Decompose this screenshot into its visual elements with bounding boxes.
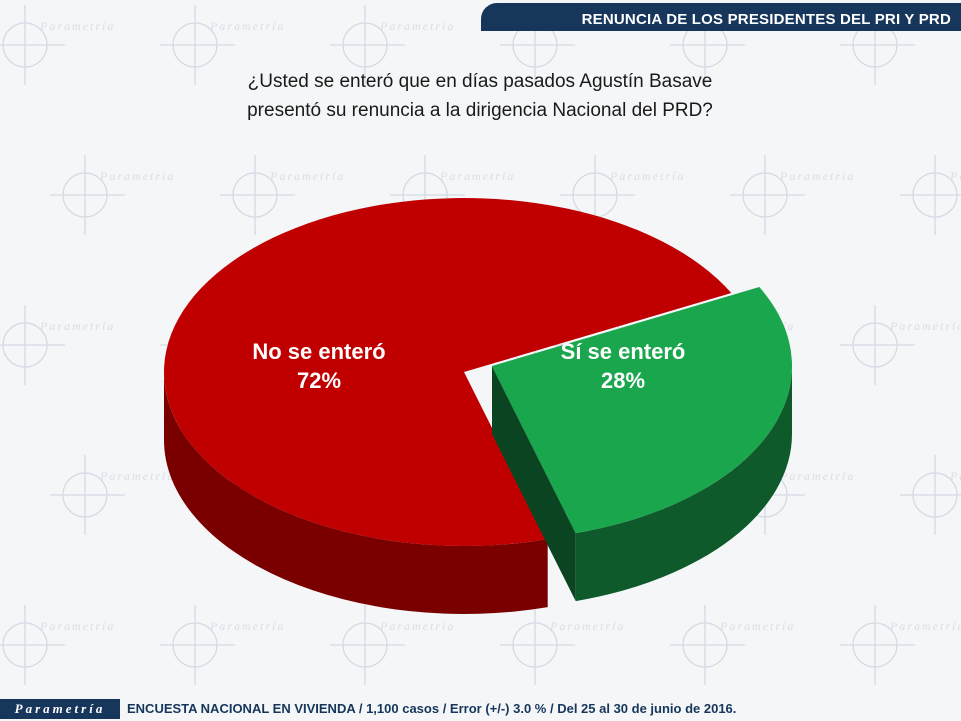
watermark-text: Parametría	[379, 19, 455, 33]
watermark-tile: Parametría	[160, 5, 285, 85]
watermark-text: Parametría	[209, 19, 285, 33]
watermark-text: Parametría	[99, 469, 175, 483]
question-line-1: ¿Usted se enteró que en días pasados Agu…	[247, 71, 713, 92]
watermark-tile: Parametría	[840, 305, 961, 385]
slice-label-no-value: 72%	[296, 367, 342, 393]
pie-slice-si-side	[575, 366, 792, 602]
footer-brand-logo: Parametría	[0, 699, 120, 719]
watermark-tile: Parametría	[500, 605, 625, 685]
watermark-tile: Parametría	[220, 155, 345, 235]
watermark-text: Parametría	[39, 19, 115, 33]
watermark-tile: Parametría	[0, 305, 115, 385]
pie-slice-no-side	[164, 372, 548, 614]
footer-survey-note: ENCUESTA NACIONAL EN VIVIENDA / 1,100 ca…	[127, 701, 737, 716]
watermark-text: Parametría	[949, 469, 961, 483]
slice-label-si-name: Sí se enteró	[560, 339, 686, 364]
watermark-text: Parametría	[719, 619, 795, 633]
watermark-text: Parametría	[439, 169, 515, 183]
slice-label-si: Sí se enteró 28%	[513, 338, 733, 395]
watermark-text: Parametría	[779, 469, 855, 483]
watermark-text: Parametría	[949, 169, 961, 183]
watermark-tile: Parametría	[900, 155, 961, 235]
watermark-tile: Parametría	[0, 5, 115, 85]
watermark-tile: Parametría	[900, 455, 961, 535]
slice-label-no-name: No se enteró	[252, 339, 386, 364]
watermark-text: Parametría	[549, 619, 625, 633]
watermark-text: Parametría	[99, 169, 175, 183]
watermark-tile: Parametría	[560, 155, 685, 235]
watermark-text: Parametría	[779, 169, 855, 183]
watermark-text: Parametría	[209, 619, 285, 633]
watermark-tile: Parametría	[330, 5, 455, 85]
watermark-text: Parametría	[39, 619, 115, 633]
slice-label-si-value: 28%	[600, 367, 646, 393]
watermark-text: Parametría	[889, 619, 961, 633]
watermark-text: Parametría	[889, 319, 961, 333]
watermark-tile: Parametría	[50, 455, 175, 535]
watermark-tile: Parametría	[50, 155, 175, 235]
watermark-tile: Parametría	[730, 155, 855, 235]
slice-label-no: No se enteró 72%	[209, 338, 429, 395]
watermark-tile: Parametría	[0, 605, 115, 685]
pie-slice-no-top	[164, 198, 732, 546]
watermark-text: Parametría	[379, 619, 455, 633]
watermark-text: Parametría	[269, 169, 345, 183]
watermark-text: Parametría	[609, 169, 685, 183]
watermark-tile: Parametría	[330, 605, 455, 685]
watermark-tile: Parametría	[160, 605, 285, 685]
pie-slice-si	[492, 287, 793, 602]
pie-slice-si-top	[492, 287, 793, 534]
pie-slice-si-cut	[492, 366, 576, 602]
pie-slice-no	[164, 198, 732, 614]
question-line-2: presentó su renuncia a la dirigencia Nac…	[247, 100, 713, 121]
header-title: RENUNCIA DE LOS PRESIDENTES DEL PRI Y PR…	[581, 11, 951, 28]
watermark-tile: Parametría	[840, 605, 961, 685]
header-bar: RENUNCIA DE LOS PRESIDENTES DEL PRI Y PR…	[481, 3, 961, 31]
watermark-tile: Parametría	[670, 605, 795, 685]
watermark-text: Parametría	[39, 319, 115, 333]
